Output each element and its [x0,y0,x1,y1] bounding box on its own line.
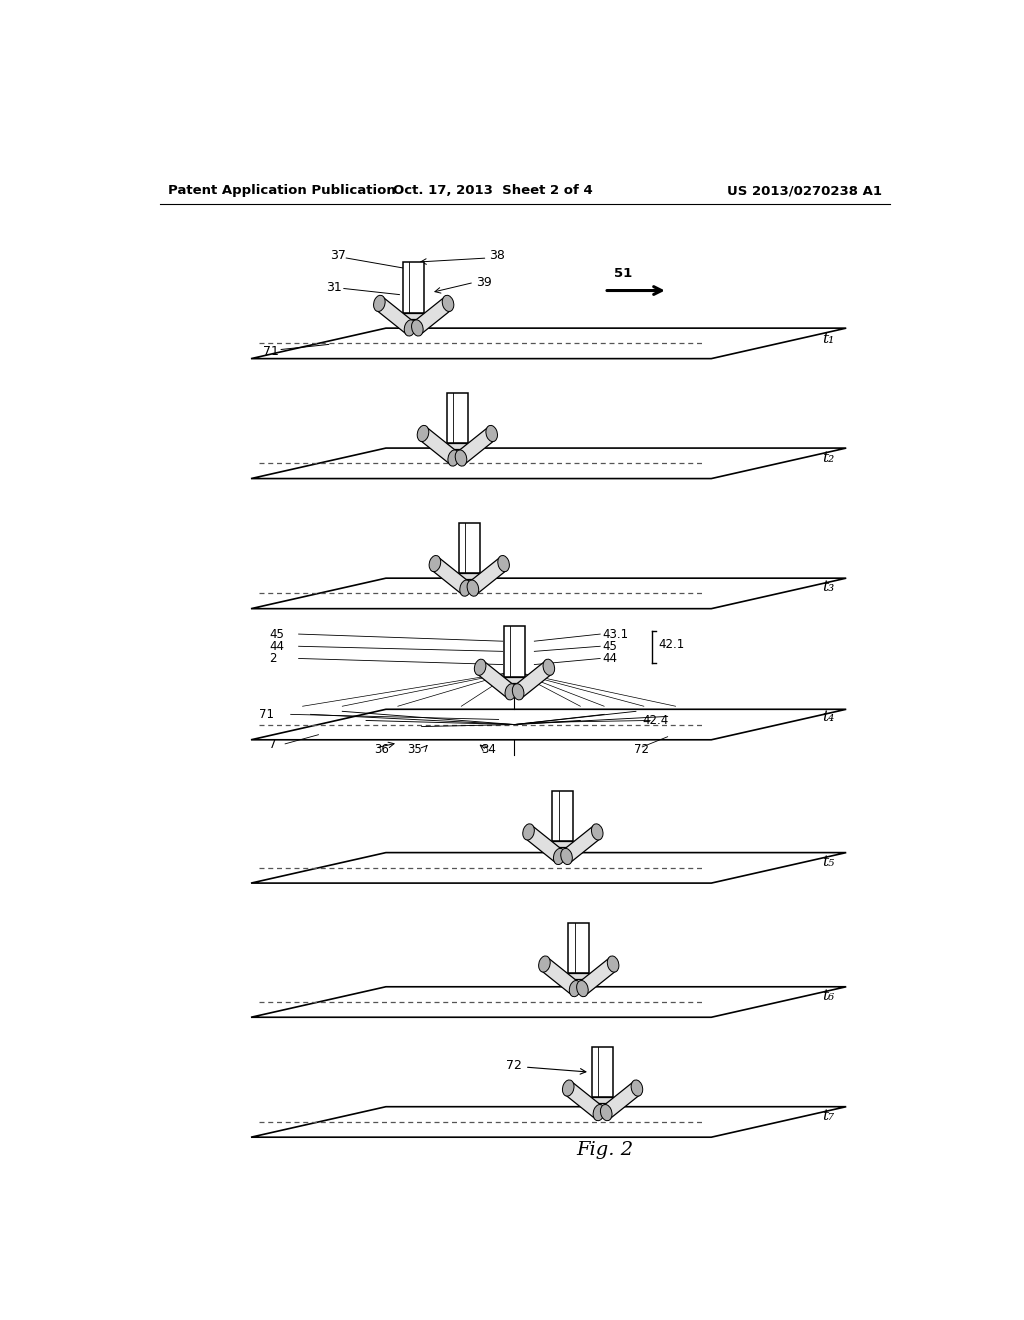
Polygon shape [251,1106,846,1138]
Text: t₁: t₁ [822,333,835,346]
Polygon shape [414,297,452,334]
Ellipse shape [456,450,467,466]
Bar [540,841,586,847]
Text: 39: 39 [475,276,492,289]
Ellipse shape [417,425,429,442]
Text: 35: 35 [408,743,422,756]
Text: t₅: t₅ [822,855,835,869]
Polygon shape [542,957,579,995]
Ellipse shape [404,319,416,337]
Bar [504,626,525,677]
Polygon shape [251,578,846,609]
Ellipse shape [631,1080,643,1096]
Bar [568,923,590,973]
Ellipse shape [543,659,555,676]
Polygon shape [458,426,495,465]
Ellipse shape [498,556,509,572]
Text: 44: 44 [602,652,617,665]
Text: US 2013/0270238 A1: US 2013/0270238 A1 [727,185,882,198]
Ellipse shape [523,824,535,840]
Ellipse shape [607,956,618,972]
Ellipse shape [600,1105,612,1121]
Ellipse shape [577,981,588,997]
Text: t₆: t₆ [822,989,835,1003]
Text: 42.1: 42.1 [658,638,684,651]
Ellipse shape [412,319,423,337]
Text: 43.1: 43.1 [602,627,629,640]
Polygon shape [515,661,552,698]
Text: 38: 38 [489,249,505,263]
Text: Patent Application Publication: Patent Application Publication [168,185,395,198]
Text: Fig. 2: Fig. 2 [577,1142,634,1159]
Polygon shape [251,853,846,883]
Polygon shape [432,557,469,595]
Text: t₃: t₃ [822,581,835,594]
Text: 72: 72 [506,1059,521,1072]
Polygon shape [251,709,846,739]
Ellipse shape [447,450,460,466]
Ellipse shape [562,1080,574,1096]
Bar [446,392,468,442]
Bar [492,677,538,682]
Ellipse shape [505,684,517,700]
Text: 37: 37 [331,249,346,263]
Text: 45: 45 [602,640,617,653]
Bar [446,573,493,579]
Ellipse shape [474,659,486,676]
Text: t₂: t₂ [822,451,835,465]
Ellipse shape [539,956,550,972]
Polygon shape [565,1081,602,1119]
Polygon shape [420,426,457,465]
Text: 44: 44 [269,640,285,653]
Bar [434,442,480,449]
Text: 31: 31 [327,281,342,294]
Polygon shape [477,661,514,698]
Text: 71: 71 [259,708,274,721]
Ellipse shape [593,1105,605,1121]
Polygon shape [251,987,846,1018]
Polygon shape [580,957,616,995]
Text: 36: 36 [374,743,389,756]
Text: 7: 7 [269,738,276,751]
Ellipse shape [442,296,454,312]
Polygon shape [251,329,846,359]
Ellipse shape [553,849,565,865]
Text: 51: 51 [614,268,633,280]
Text: 71: 71 [263,345,279,358]
Text: 72: 72 [634,743,649,756]
Text: t₄: t₄ [822,710,835,725]
Bar [403,263,424,313]
Polygon shape [470,557,507,595]
Bar [459,523,480,573]
Polygon shape [251,447,846,479]
Ellipse shape [569,981,581,997]
Bar [592,1047,613,1097]
Polygon shape [603,1081,640,1119]
Ellipse shape [592,824,603,840]
Bar [580,1097,626,1104]
Text: 45: 45 [269,627,284,640]
Ellipse shape [561,849,572,865]
Bar [552,791,573,841]
Ellipse shape [429,556,440,572]
Text: 2: 2 [269,652,276,665]
Polygon shape [563,825,600,863]
Text: t₇: t₇ [822,1109,835,1123]
Ellipse shape [512,684,524,700]
Ellipse shape [460,579,471,597]
Polygon shape [376,297,414,334]
Ellipse shape [486,425,498,442]
Bar [556,973,602,979]
Ellipse shape [374,296,385,312]
Bar [390,313,437,318]
Ellipse shape [467,579,478,597]
Text: 42.4: 42.4 [642,714,669,727]
Text: Oct. 17, 2013  Sheet 2 of 4: Oct. 17, 2013 Sheet 2 of 4 [393,185,593,198]
Polygon shape [525,825,562,863]
Text: 34: 34 [481,743,496,756]
